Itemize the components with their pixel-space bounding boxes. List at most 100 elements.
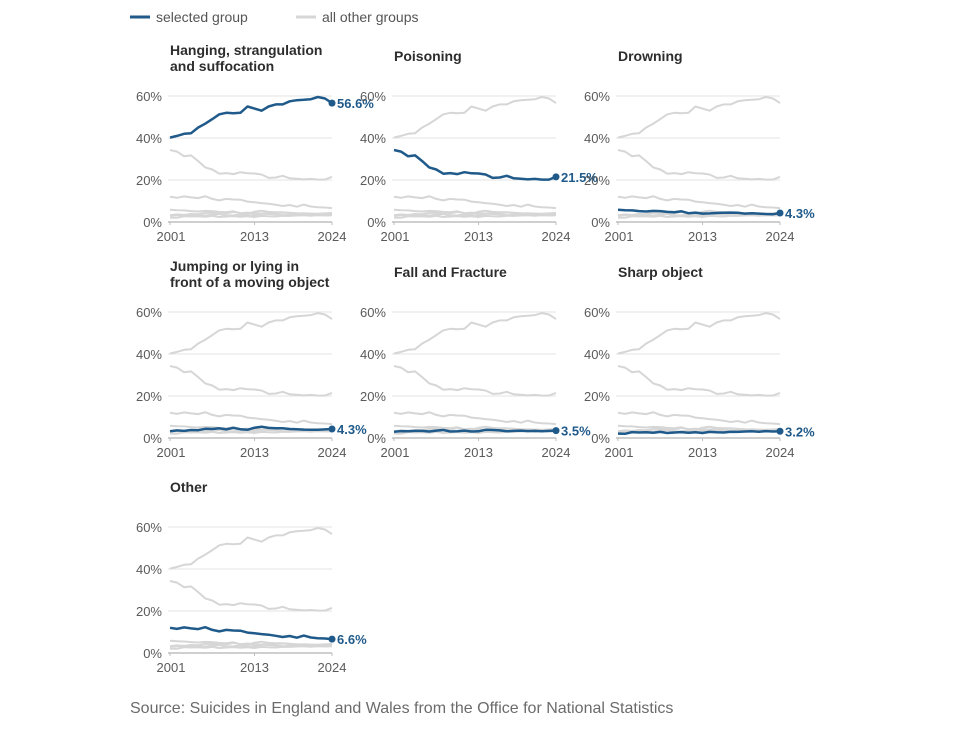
y-tick-label: 40% <box>136 347 162 362</box>
panel-0: Hanging, strangulation and suffocation0%2… <box>136 42 374 244</box>
series-line-selected <box>169 625 333 641</box>
panel-title-line: Poisoning <box>394 48 462 64</box>
panel-1: Poisoning 0% 20% 40% 60% 2001 2013 2024 21.5% <box>360 48 598 244</box>
series-line-other <box>393 411 557 426</box>
end-value-label: 4.3% <box>785 206 815 221</box>
y-tick-label: 0% <box>367 431 386 446</box>
x-tick-label: 2024 <box>766 445 795 460</box>
y-tick-label: 60% <box>136 305 162 320</box>
series-line-selected <box>617 208 781 216</box>
y-tick-label: 40% <box>584 131 610 146</box>
series-line-other <box>169 312 333 355</box>
series-line-other <box>169 214 333 219</box>
end-point <box>328 99 336 107</box>
x-tick-label: 2001 <box>157 660 186 675</box>
panel-title: Other <box>170 479 208 495</box>
legend-label-other: all other groups <box>322 9 419 25</box>
panel-title-line: Other <box>170 479 208 495</box>
legend-label-selected: selected group <box>156 9 248 25</box>
x-tick-label: 2024 <box>542 445 571 460</box>
panel-title-line: Fall and Fracture <box>394 264 507 280</box>
x-tick-label: 2001 <box>157 445 186 460</box>
y-tick-label: 60% <box>584 89 610 104</box>
panels: Hanging, strangulation and suffocation0%2… <box>136 42 815 675</box>
y-tick-label: 60% <box>584 305 610 320</box>
series-line-selected <box>393 428 557 433</box>
panel-title-line: front of a moving object <box>170 274 330 290</box>
y-tick-label: 20% <box>136 173 162 188</box>
end-value-label: 4.3% <box>337 422 367 437</box>
x-tick-label: 2001 <box>381 229 410 244</box>
series-line-other <box>169 149 333 181</box>
end-point <box>328 425 336 433</box>
panel-title: Poisoning <box>394 48 462 64</box>
end-point <box>552 173 560 181</box>
series-line-other <box>617 312 781 355</box>
y-tick-label: 60% <box>360 89 386 104</box>
y-tick-label: 40% <box>136 131 162 146</box>
series-line-other <box>617 96 781 139</box>
source-note: Source: Suicides in England and Wales fr… <box>130 700 674 717</box>
series-line-other <box>617 214 781 219</box>
series-line-other <box>169 365 333 397</box>
series-line-other <box>169 411 333 426</box>
x-tick-label: 2024 <box>542 229 571 244</box>
series-line-other <box>393 214 557 219</box>
series-line-selected <box>393 148 557 181</box>
panel-title-line: Sharp object <box>618 264 703 280</box>
x-tick-label: 2024 <box>766 229 795 244</box>
y-tick-label: 20% <box>136 389 162 404</box>
x-tick-label: 2013 <box>240 229 269 244</box>
y-tick-label: 40% <box>136 562 162 577</box>
y-tick-label: 20% <box>584 389 610 404</box>
x-tick-label: 2024 <box>318 660 347 675</box>
y-tick-label: 40% <box>360 131 386 146</box>
x-tick-label: 2013 <box>240 445 269 460</box>
end-point <box>776 427 784 435</box>
y-tick-label: 40% <box>584 347 610 362</box>
series-line-other <box>169 430 333 435</box>
series-line-other <box>617 149 781 181</box>
x-tick-label: 2001 <box>157 229 186 244</box>
y-tick-label: 20% <box>360 173 386 188</box>
x-tick-label: 2013 <box>240 660 269 675</box>
panel-3: Jumping or lying in front of a moving obj… <box>136 258 367 460</box>
y-tick-label: 60% <box>136 520 162 535</box>
y-tick-label: 0% <box>591 431 610 446</box>
series-line-other <box>169 645 333 650</box>
series-line-selected <box>169 425 333 433</box>
panel-title: Drowning <box>618 48 683 64</box>
x-tick-label: 2024 <box>318 445 347 460</box>
x-tick-label: 2013 <box>464 229 493 244</box>
y-tick-label: 0% <box>143 431 162 446</box>
y-tick-label: 40% <box>360 347 386 362</box>
series-line-other <box>393 365 557 397</box>
series-line-selected <box>617 429 781 436</box>
panel-title: Sharp object <box>618 264 703 280</box>
end-point <box>328 635 336 643</box>
end-value-label: 21.5% <box>561 170 598 185</box>
x-tick-label: 2013 <box>688 229 717 244</box>
y-tick-label: 20% <box>584 173 610 188</box>
panel-5: Sharp object 0% 20% 40% 60% 2001 2013 2024 3.2% <box>584 264 815 460</box>
x-tick-label: 2001 <box>381 445 410 460</box>
panel-title-line: Hanging, strangulation <box>170 42 322 58</box>
y-tick-label: 20% <box>360 389 386 404</box>
y-tick-label: 60% <box>360 305 386 320</box>
y-tick-label: 60% <box>136 89 162 104</box>
panel-title: Fall and Fracture <box>394 264 507 280</box>
end-value-label: 3.2% <box>785 424 815 439</box>
series-line-other <box>617 365 781 397</box>
y-tick-label: 0% <box>367 215 386 230</box>
series-line-other <box>617 411 781 426</box>
panel-title: Hanging, strangulation and suffocation <box>170 42 322 74</box>
panel-2: Drowning 0% 20% 40% 60% 2001 2013 2024 4.3% <box>584 48 815 244</box>
x-tick-label: 2024 <box>318 229 347 244</box>
x-tick-label: 2013 <box>464 445 493 460</box>
y-tick-label: 0% <box>143 215 162 230</box>
series-line-other <box>393 96 557 139</box>
series-line-other <box>169 527 333 570</box>
series-line-other <box>393 195 557 210</box>
x-tick-label: 2001 <box>605 445 634 460</box>
